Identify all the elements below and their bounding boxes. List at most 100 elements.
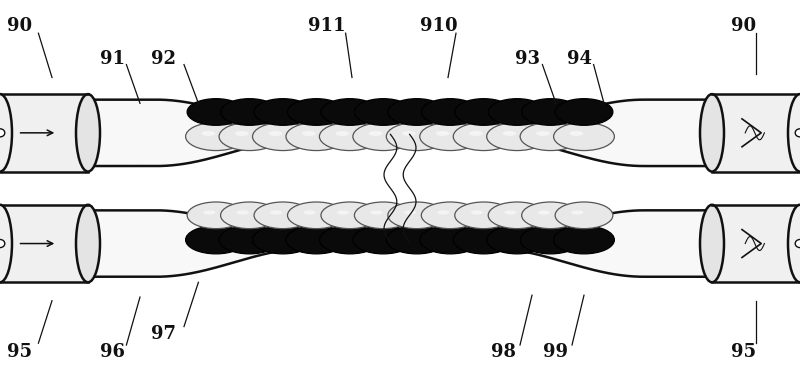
- Text: 93: 93: [515, 50, 541, 68]
- Ellipse shape: [303, 210, 316, 215]
- Ellipse shape: [370, 210, 382, 215]
- Ellipse shape: [270, 210, 282, 215]
- Ellipse shape: [353, 226, 414, 254]
- Ellipse shape: [319, 123, 380, 151]
- Ellipse shape: [520, 226, 581, 254]
- Ellipse shape: [221, 202, 278, 229]
- Ellipse shape: [438, 210, 450, 215]
- Ellipse shape: [186, 123, 246, 151]
- Ellipse shape: [321, 202, 378, 229]
- Ellipse shape: [221, 99, 278, 125]
- Ellipse shape: [286, 226, 346, 254]
- Ellipse shape: [538, 210, 550, 215]
- Polygon shape: [0, 205, 88, 282]
- Ellipse shape: [0, 239, 5, 248]
- Ellipse shape: [488, 202, 546, 229]
- Ellipse shape: [388, 99, 446, 125]
- Ellipse shape: [354, 99, 412, 125]
- Ellipse shape: [354, 202, 412, 229]
- Ellipse shape: [520, 123, 581, 151]
- Ellipse shape: [388, 202, 446, 229]
- Text: 94: 94: [567, 50, 593, 68]
- Ellipse shape: [488, 99, 546, 125]
- Ellipse shape: [254, 202, 312, 229]
- Ellipse shape: [422, 202, 479, 229]
- Ellipse shape: [286, 123, 346, 151]
- Ellipse shape: [404, 210, 416, 215]
- Ellipse shape: [454, 226, 514, 254]
- Ellipse shape: [219, 226, 280, 254]
- Ellipse shape: [555, 202, 613, 229]
- Ellipse shape: [253, 226, 314, 254]
- Ellipse shape: [454, 202, 513, 229]
- Ellipse shape: [235, 131, 249, 136]
- Ellipse shape: [237, 210, 249, 215]
- Ellipse shape: [469, 131, 483, 136]
- Ellipse shape: [504, 210, 517, 215]
- Ellipse shape: [186, 226, 246, 254]
- Ellipse shape: [302, 131, 316, 136]
- Ellipse shape: [454, 123, 514, 151]
- Ellipse shape: [402, 131, 416, 136]
- Text: 96: 96: [99, 344, 125, 361]
- Text: 90: 90: [731, 17, 757, 35]
- Ellipse shape: [536, 131, 550, 136]
- Ellipse shape: [788, 94, 800, 172]
- Ellipse shape: [321, 99, 378, 125]
- Polygon shape: [712, 205, 800, 282]
- Ellipse shape: [486, 123, 547, 151]
- Ellipse shape: [0, 129, 5, 137]
- Ellipse shape: [471, 210, 483, 215]
- Text: 911: 911: [308, 17, 345, 35]
- Polygon shape: [0, 94, 88, 172]
- Ellipse shape: [0, 205, 12, 282]
- Ellipse shape: [0, 94, 12, 172]
- Text: 95: 95: [731, 344, 757, 361]
- Ellipse shape: [287, 99, 346, 125]
- Ellipse shape: [353, 123, 414, 151]
- Ellipse shape: [502, 131, 516, 136]
- Ellipse shape: [337, 210, 350, 215]
- Text: 95: 95: [7, 344, 33, 361]
- Ellipse shape: [420, 123, 481, 151]
- Ellipse shape: [700, 205, 724, 282]
- Ellipse shape: [386, 123, 447, 151]
- Ellipse shape: [700, 94, 724, 172]
- Text: 98: 98: [491, 344, 517, 361]
- Ellipse shape: [420, 226, 481, 254]
- Ellipse shape: [187, 202, 245, 229]
- Ellipse shape: [219, 123, 280, 151]
- Ellipse shape: [554, 226, 614, 254]
- Ellipse shape: [76, 205, 100, 282]
- Ellipse shape: [788, 205, 800, 282]
- Ellipse shape: [287, 202, 346, 229]
- Text: 90: 90: [7, 17, 33, 35]
- Ellipse shape: [570, 131, 583, 136]
- Ellipse shape: [187, 99, 245, 125]
- Polygon shape: [712, 94, 800, 172]
- Text: 97: 97: [151, 325, 177, 343]
- Ellipse shape: [486, 226, 547, 254]
- Ellipse shape: [269, 131, 282, 136]
- Ellipse shape: [76, 94, 100, 172]
- Text: 910: 910: [419, 17, 458, 35]
- Ellipse shape: [795, 239, 800, 248]
- Ellipse shape: [422, 99, 479, 125]
- Ellipse shape: [795, 129, 800, 137]
- Ellipse shape: [571, 210, 583, 215]
- Ellipse shape: [369, 131, 382, 136]
- Ellipse shape: [203, 210, 215, 215]
- Ellipse shape: [436, 131, 450, 136]
- Ellipse shape: [522, 99, 579, 125]
- Ellipse shape: [554, 123, 614, 151]
- Ellipse shape: [335, 131, 349, 136]
- Ellipse shape: [202, 131, 215, 136]
- Text: 99: 99: [543, 344, 569, 361]
- Ellipse shape: [386, 226, 447, 254]
- Text: 92: 92: [151, 50, 177, 68]
- Ellipse shape: [254, 99, 312, 125]
- Ellipse shape: [522, 202, 579, 229]
- Ellipse shape: [454, 99, 513, 125]
- Text: 91: 91: [99, 50, 125, 68]
- Ellipse shape: [253, 123, 314, 151]
